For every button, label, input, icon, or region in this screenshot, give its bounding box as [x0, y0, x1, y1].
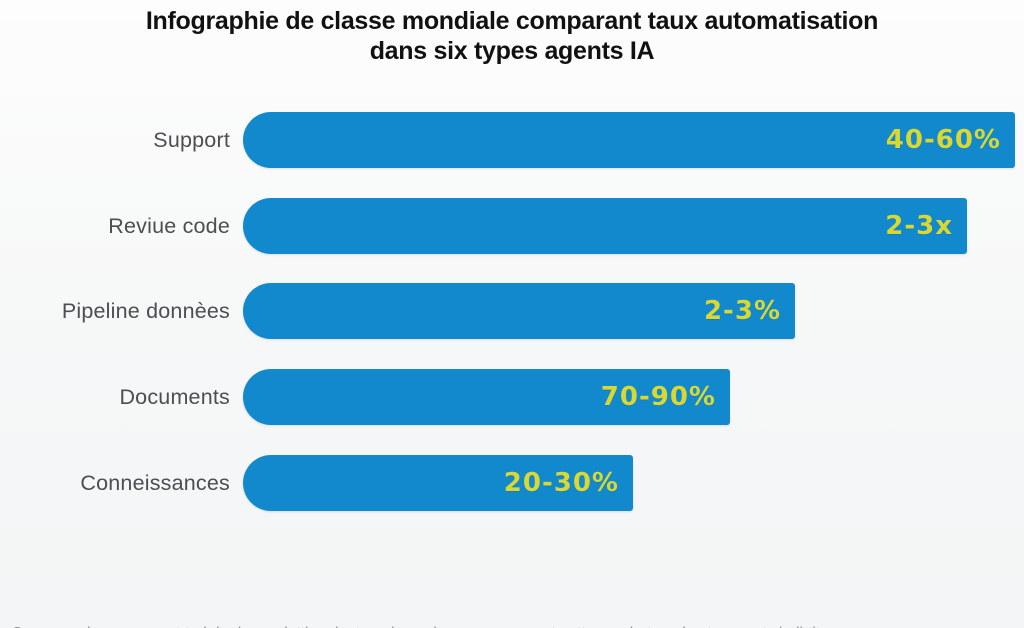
source-note-line1: Source: elcereoveunrvtrtud de dacarzdntt… [12, 622, 1012, 628]
value-label: 2-3% [703, 296, 781, 326]
category-label: Conneissances [80, 470, 230, 495]
value-label: 2-3x [885, 211, 953, 241]
source-note: Source: elcereoveunrvtrtud de dacarzdntt… [12, 576, 1012, 628]
bar-support: 40-60% [243, 112, 1015, 168]
bar-documents: 70-90% [243, 369, 730, 425]
category-label: Pipeline donnèes [61, 298, 230, 323]
chart-title-line2: dans six types agents IA [369, 37, 655, 65]
bar-revue-code: 2-3x [243, 198, 967, 254]
chart-row-pipeline-donnees: Pipeline donnèes 2-3% [0, 283, 1024, 339]
category-label: Reviue code [108, 213, 230, 238]
bar-pipeline-donnees: 2-3% [243, 283, 795, 339]
category-label: Documents [119, 384, 230, 409]
value-label: 40-60% [885, 125, 1001, 155]
chart-row-support: Support 40-60% [0, 112, 1024, 168]
chart-row-connaissances: Conneissances 20-30% [0, 455, 1024, 511]
chart-row-revue-code: Reviue code 2-3x [0, 198, 1024, 254]
value-label: 20-30% [503, 468, 619, 498]
chart-title: Infographie de classe mondiale comparant… [0, 6, 1024, 66]
category-label: Support [153, 127, 230, 152]
chart-row-documents: Documents 70-90% [0, 369, 1024, 425]
chart-title-line1: Infographie de classe mondiale comparant… [145, 7, 879, 35]
value-label: 70-90% [600, 382, 716, 412]
bar-connaissances: 20-30% [243, 455, 633, 511]
